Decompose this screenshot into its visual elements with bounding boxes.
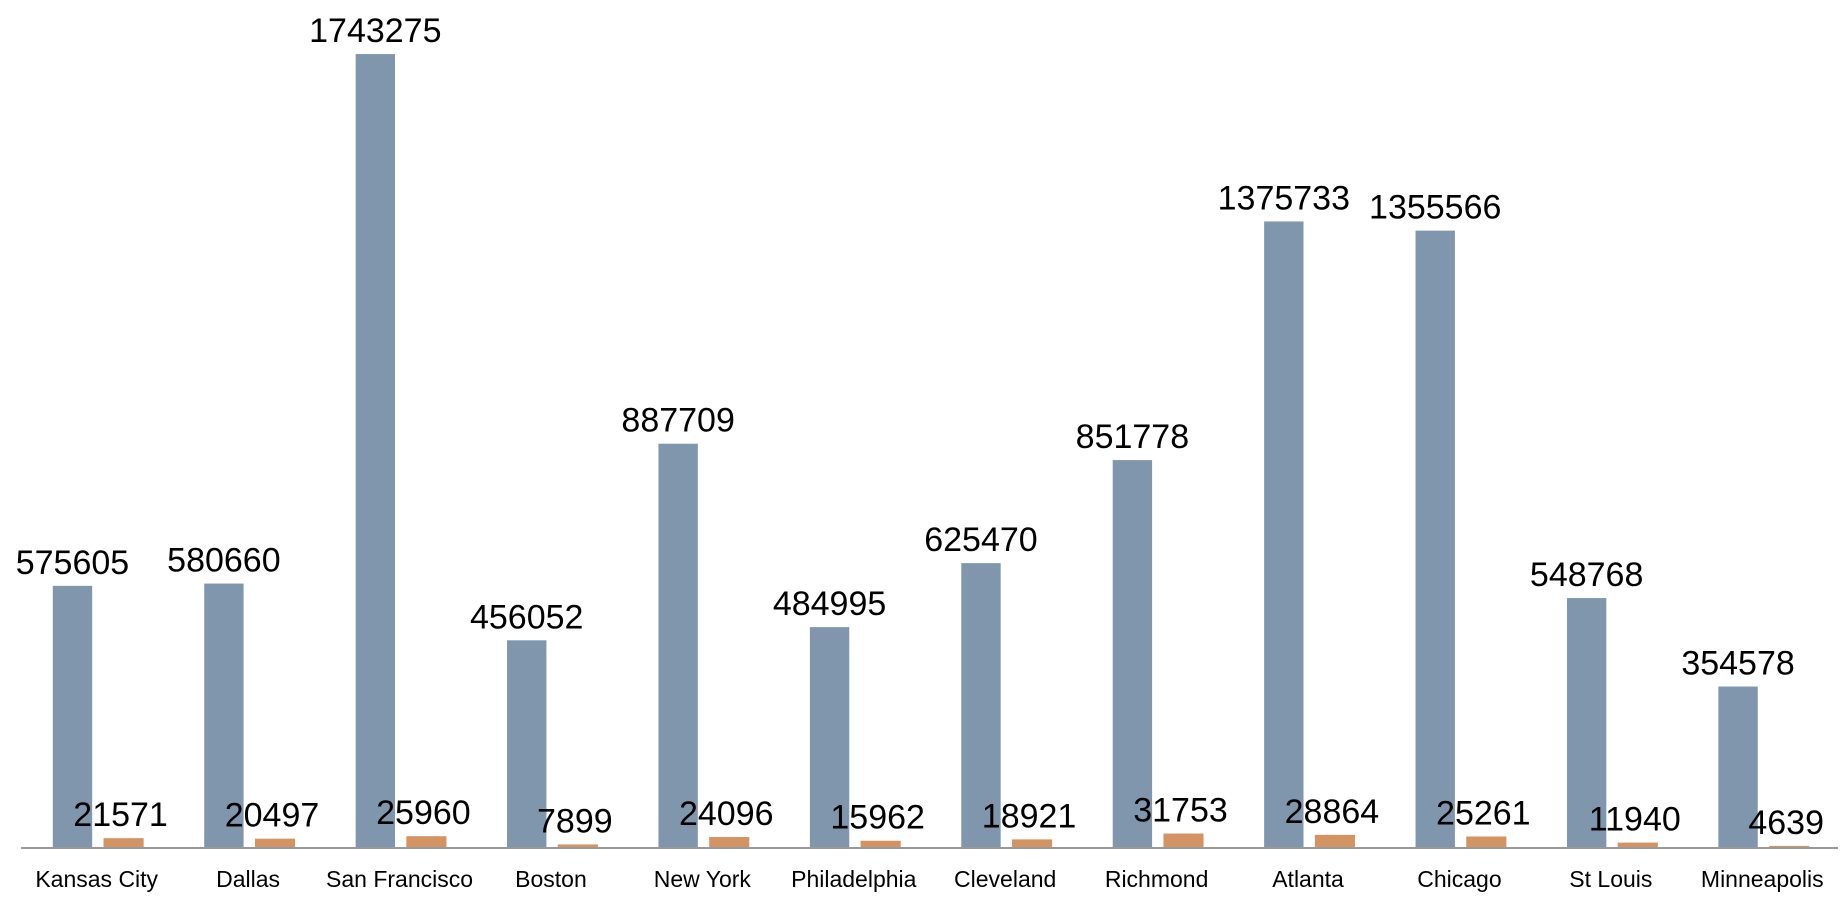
data-label: 15962 (830, 799, 925, 837)
data-label: 18921 (982, 797, 1077, 835)
x-tick-label: San Francisco (326, 866, 474, 892)
bar (507, 640, 547, 848)
bar (709, 837, 750, 848)
data-label: 1375733 (1218, 179, 1350, 217)
bar (1566, 598, 1607, 848)
data-label: 887709 (621, 402, 734, 440)
bar (860, 840, 901, 848)
data-label: 851778 (1076, 418, 1189, 456)
x-tick-label: Atlanta (1272, 866, 1344, 892)
x-tick-label: Dallas (216, 866, 281, 892)
bar (1012, 839, 1053, 848)
data-label: 625470 (924, 521, 1037, 559)
data-label: 1743275 (309, 12, 441, 50)
x-tick-label: St Louis (1569, 866, 1653, 892)
bar (254, 838, 296, 848)
bar (355, 54, 395, 848)
bar (1769, 845, 1810, 848)
data-label: 7899 (537, 802, 613, 840)
data-label: 21571 (73, 796, 168, 834)
bar (1718, 686, 1758, 848)
bar (1264, 221, 1304, 849)
data-label: 1355566 (1369, 189, 1501, 227)
data-label: 456052 (470, 598, 583, 636)
bar (103, 838, 144, 848)
data-label: 354578 (1681, 645, 1794, 683)
x-tick-label: Richmond (1104, 866, 1209, 892)
data-label: 24096 (679, 795, 774, 833)
bar (1163, 833, 1204, 848)
bar (52, 585, 93, 848)
data-label: 25960 (376, 794, 471, 832)
bar (1314, 834, 1355, 848)
bar (809, 627, 850, 848)
data-label: 28864 (1285, 793, 1380, 831)
bar (557, 844, 598, 848)
x-tick-label: Boston (515, 866, 587, 892)
data-label: 580660 (167, 542, 280, 580)
data-label: 20497 (225, 797, 320, 835)
bar (1112, 460, 1153, 848)
bar (406, 836, 447, 848)
data-label: 25261 (1436, 794, 1531, 832)
x-tick-label: Minneapolis (1700, 866, 1824, 892)
data-label: 548768 (1530, 556, 1643, 594)
x-tick-label: Kansas City (35, 866, 159, 892)
x-tick-label: Philadelphia (791, 866, 917, 892)
data-label: 484995 (773, 585, 886, 623)
x-tick-label: Chicago (1417, 866, 1502, 892)
x-tick-label: New York (653, 866, 751, 892)
bar (1415, 230, 1455, 848)
bar (658, 443, 698, 848)
bar (1617, 842, 1658, 848)
data-label: 11940 (1589, 801, 1681, 839)
bar (204, 583, 244, 848)
data-label: 4639 (1748, 804, 1824, 842)
bar (1466, 836, 1507, 848)
x-tick-label: Cleveland (954, 866, 1057, 892)
bar (961, 563, 1001, 848)
data-label: 31753 (1133, 792, 1228, 830)
data-label: 575605 (16, 544, 129, 582)
